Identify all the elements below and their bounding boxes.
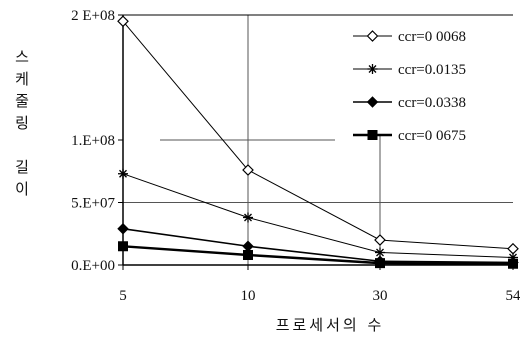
legend-marker <box>366 30 379 42</box>
series-line <box>122 245 514 265</box>
data-point <box>507 242 519 255</box>
data-point <box>117 15 129 28</box>
series-1 <box>117 15 519 255</box>
x-tick-label: 30 <box>373 288 388 304</box>
series-2 <box>118 168 518 263</box>
data-point <box>242 164 254 176</box>
series-4 <box>118 241 518 269</box>
data-point <box>242 240 254 252</box>
legend-label: ccr=0 0068 <box>398 29 466 45</box>
legend-entry: ccr=0.0338 <box>353 95 466 111</box>
x-tick-label: 54 <box>506 288 520 304</box>
legend-marker <box>367 64 378 74</box>
axis-labels: 프로세서의 수 스 케 줄 링 길 이 <box>15 48 385 334</box>
legend-entry: ccr=0 0068 <box>353 29 466 45</box>
legend-entry: ccr=0.0135 <box>353 62 466 78</box>
data-point <box>118 168 128 179</box>
series-line <box>122 20 514 250</box>
legend-label: ccr=0.0135 <box>398 62 466 78</box>
data-point <box>375 258 385 269</box>
data-point <box>243 250 253 260</box>
legend-label: ccr=0.0338 <box>398 95 466 111</box>
data-point <box>374 234 386 246</box>
data-point <box>508 258 518 269</box>
y-tick-label: 2 E+08 <box>71 8 115 24</box>
y-tick-label: 1.E+08 <box>71 133 115 149</box>
y-tick-label: 0.E+00 <box>71 258 115 274</box>
data-point <box>118 241 128 252</box>
legend-marker <box>367 130 378 140</box>
x-tick-label: 5 <box>119 288 127 304</box>
series-line <box>122 227 514 264</box>
tick-labels: 0.E+00 5.E+07 1.E+08 2 E+08 5 10 30 54 <box>71 8 520 304</box>
legend-marker <box>366 96 379 108</box>
data-point <box>117 223 129 235</box>
legend-entry: ccr=0 0675 <box>353 128 466 144</box>
series-group <box>117 15 519 269</box>
grid-lines <box>123 15 513 265</box>
series-line <box>122 173 514 258</box>
legend-label: ccr=0 0675 <box>398 128 466 144</box>
x-axis-label: 프로세서의 수 <box>276 316 385 334</box>
legend: ccr=0 0068 ccr=0.0135 ccr=0.0338 ccr=0 0675 <box>353 29 466 144</box>
data-point <box>243 212 253 223</box>
x-tick-label: 10 <box>241 288 256 304</box>
y-tick-label: 5.E+07 <box>71 196 115 212</box>
